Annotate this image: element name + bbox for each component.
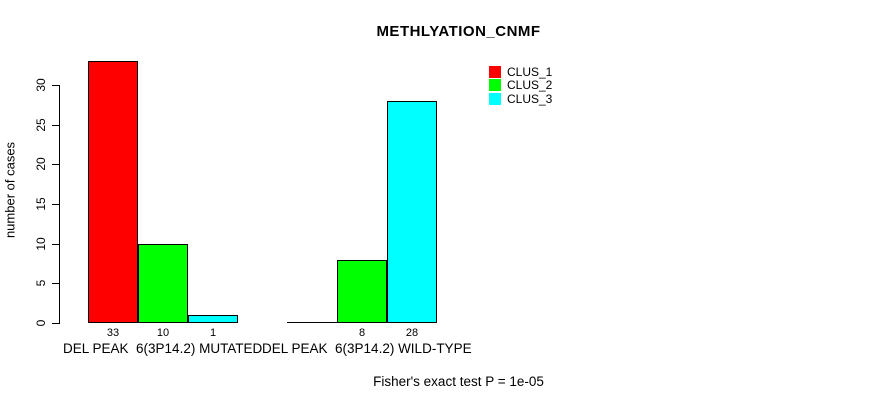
y-tick-label: 15 xyxy=(34,197,48,211)
bar-clus_2-group1 xyxy=(138,244,188,323)
y-axis-tick xyxy=(52,283,59,284)
y-axis-tick xyxy=(52,125,59,126)
chart-title: METHLYATION_CNMF xyxy=(376,23,541,40)
legend-swatch-clus_1 xyxy=(489,65,501,78)
y-axis-tick xyxy=(52,244,59,245)
legend-label: CLUS_2 xyxy=(507,78,553,93)
y-tick-label: 10 xyxy=(34,237,48,251)
category-label-wild-type: DEL PEAK 6(3P14.2) WILD-TYPE xyxy=(262,341,472,356)
legend-label: CLUS_1 xyxy=(507,64,553,79)
bar-value-label: 33 xyxy=(106,327,120,339)
y-axis-tick xyxy=(52,204,59,205)
legend-swatch-clus_3 xyxy=(489,92,501,105)
legend: CLUS_1 CLUS_2 CLUS_3 xyxy=(489,65,552,106)
bar-clus_1-group2-zero xyxy=(287,322,337,323)
legend-item: CLUS_2 xyxy=(489,79,552,93)
legend-item: CLUS_3 xyxy=(489,92,552,106)
y-tick-label: 25 xyxy=(34,118,48,132)
y-axis-line xyxy=(59,85,60,324)
bar-value-label: 1 xyxy=(209,327,217,339)
y-tick-label: 0 xyxy=(34,319,48,327)
bar-value-label: 8 xyxy=(358,327,366,339)
category-label-mutated: DEL PEAK 6(3P14.2) MUTATED xyxy=(63,341,263,356)
y-tick-label: 5 xyxy=(34,279,48,287)
y-axis-tick xyxy=(52,85,59,86)
bar-clus_2-group2 xyxy=(337,260,387,323)
legend-label: CLUS_3 xyxy=(507,91,553,106)
bar-clus_3-group1 xyxy=(188,315,238,323)
bar-clus_1-group1 xyxy=(88,61,138,323)
bar-value-label: 28 xyxy=(405,327,419,339)
fisher-test-annotation: Fisher's exact test P = 1e-05 xyxy=(373,374,544,389)
legend-swatch-clus_2 xyxy=(489,79,501,92)
bar-value-label: 10 xyxy=(156,327,170,339)
bar-clus_3-group2 xyxy=(387,101,437,323)
legend-item: CLUS_1 xyxy=(489,65,552,79)
y-tick-label: 30 xyxy=(34,78,48,92)
y-axis-tick xyxy=(52,323,59,324)
y-axis-tick xyxy=(52,164,59,165)
y-tick-label: 20 xyxy=(34,157,48,171)
